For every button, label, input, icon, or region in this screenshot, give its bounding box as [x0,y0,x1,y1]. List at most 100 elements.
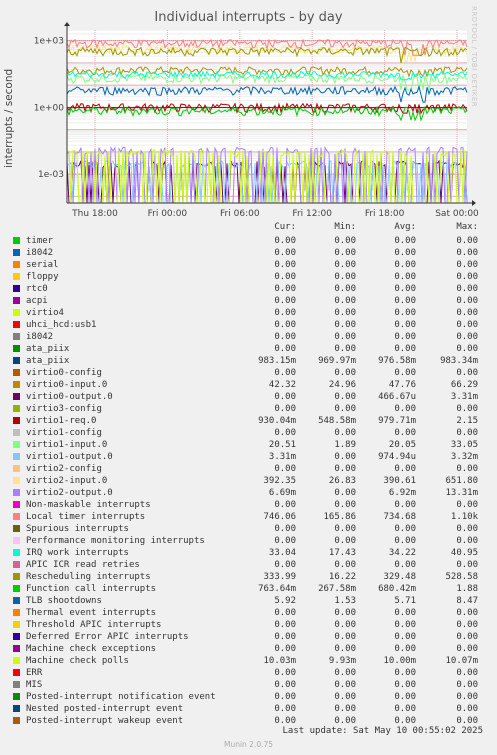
legend-value: 0.00 [456,236,478,246]
legend-label: virtio1-config [26,428,102,438]
legend-row: Local timer interrupts 746.06 165.86 734.68… [0,511,497,523]
legend-value: 10.03m [263,656,296,666]
legend-value: 0.00 [456,668,478,678]
legend-value: 0.00 [274,320,296,330]
legend-label: i8042 [26,332,54,342]
legend-label: Posted-interrupt wakeup event [26,716,184,726]
legend-label: virtio2-config [26,464,102,474]
legend-value: 0.00 [456,296,478,306]
legend-value: 0.00 [394,404,416,414]
legend-value: 0.00 [334,608,356,618]
legend-label: Deferred Error APIC interrupts [26,632,189,642]
legend-value: 0.00 [456,428,478,438]
legend-row: Non-maskable interrupts 0.00 0.00 0.00 0.00 [0,499,497,511]
series-line [66,145,468,204]
legend-swatch [13,297,20,304]
legend-value: 983.15m [258,356,296,366]
legend-value: 746.06 [263,512,296,522]
legend-label: Function call interrupts [26,584,157,594]
x-tick-label: Fri 06:00 [220,209,260,219]
legend-value: 983.34m [440,356,478,366]
legend-value: 0.00 [456,536,478,546]
legend-value: 66.29 [450,380,478,390]
legend-row: ata_piix 0.00 0.00 0.00 0.00 [0,343,497,355]
legend-value: 0.00 [334,236,356,246]
legend-value: 17.43 [328,548,356,558]
legend-value: 0.00 [394,296,416,306]
legend-label: APIC ICR read retries [26,560,140,570]
legend-value: 0.00 [274,368,296,378]
legend-swatch [13,693,20,700]
legend-value: 0.00 [456,608,478,618]
legend-label: virtio0-config [26,368,102,378]
col-cur-header: Cur: [274,222,296,232]
legend-value: 3.31m [268,452,296,462]
legend-value: 734.68 [383,512,416,522]
legend-value: 1.10k [450,512,478,522]
legend-value: 20.51 [268,440,296,450]
legend-label: ata_piix [26,356,70,366]
series-line [66,70,468,81]
legend-value: 10.07m [445,656,478,666]
y-ticks: 1e+03 1e+00 1e-03 [34,37,65,180]
legend-value: 0.00 [394,536,416,546]
legend-row: Performance monitoring interrupts 0.00 0.0… [0,535,497,547]
legend-value: 0.00 [334,368,356,378]
legend-label: Thermal event interrupts [26,608,157,618]
legend-value: 0.00 [394,260,416,270]
legend-value: 0.00 [334,704,356,714]
legend-value: 0.00 [394,692,416,702]
legend-value: 1.53 [334,596,356,606]
legend-label: Non-maskable interrupts [26,500,151,510]
legend-swatch [13,549,20,556]
legend-value: 0.00 [274,500,296,510]
legend-swatch [13,333,20,340]
legend-value: 0.00 [394,368,416,378]
legend-value: 6.69m [268,488,296,498]
legend-swatch [13,441,20,448]
legend-label: virtio1-req.0 [26,416,97,426]
legend-value: 165.86 [323,512,356,522]
legend-value: 1.88 [456,584,478,594]
legend-value: 0.00 [334,272,356,282]
legend-value: 0.00 [456,500,478,510]
legend-label: serial [26,260,59,270]
legend-row: rtc0 0.00 0.00 0.00 0.00 [0,283,497,295]
legend-row: virtio2-output.0 6.69m 0.00 6.92m 13.31m [0,487,497,499]
col-min-header: Min: [334,222,356,232]
grid [67,29,467,203]
legend-label: Rescheduling interrupts [26,572,151,582]
legend-value: 0.00 [394,344,416,354]
legend-value: 5.71 [394,596,416,606]
legend-row: Machine check exceptions 0.00 0.00 0.00 0.00 [0,643,497,655]
legend-header: Cur: Min: Avg: Max: [0,221,497,233]
legend-label: acpi [26,296,48,306]
legend-swatch [13,405,20,412]
legend-label: Threshold APIC interrupts [26,620,162,630]
legend-value: 392.35 [263,476,296,486]
legend-swatch [13,249,20,256]
legend-row: TLB shootdowns 5.92 1.53 5.71 8.47 [0,595,497,607]
legend-value: 976.58m [378,356,416,366]
legend-value: 0.00 [394,560,416,570]
legend-label: virtio0-output.0 [26,392,113,402]
legend-swatch [13,477,20,484]
legend-value: 0.00 [274,524,296,534]
legend-swatch [13,465,20,472]
legend-swatch [13,645,20,652]
legend-row: ata_piix 983.15m 969.97m 976.58m 983.34m [0,355,497,367]
legend-label: Posted-interrupt notification event [26,692,216,702]
legend-value: 0.00 [334,392,356,402]
legend-value: 0.00 [334,464,356,474]
legend-value: 0.00 [334,680,356,690]
legend-row: virtio1-input.0 20.51 1.89 20.05 33.05 [0,439,497,451]
legend-value: 0.00 [456,632,478,642]
legend-row: Spurious interrupts 0.00 0.00 0.00 0.00 [0,523,497,535]
legend-value: 763.64m [258,584,296,594]
legend-value: 0.00 [394,320,416,330]
legend-swatch [13,717,20,724]
col-avg-header: Avg: [394,222,416,232]
legend-value: 0.00 [334,428,356,438]
legend-value: 16.22 [328,572,356,582]
legend-value: 0.00 [456,560,478,570]
